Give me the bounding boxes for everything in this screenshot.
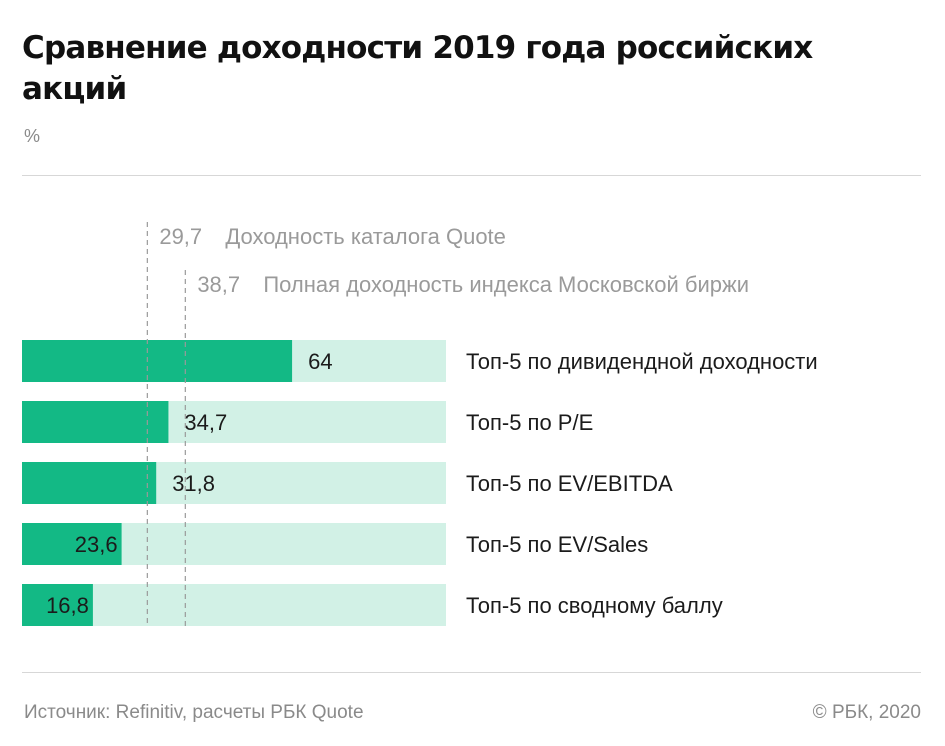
source-note: Источник: Refinitiv, расчеты РБК Quote (24, 702, 364, 723)
reference-line-label: Полная доходность индекса Московской бир… (263, 272, 749, 297)
bar (22, 340, 293, 382)
chart-title: Сравнение доходности 2019 года российски… (22, 30, 813, 107)
category-label: Топ-5 по P/E (466, 410, 593, 435)
top-divider (22, 175, 921, 176)
bar-value-label: 23,6 (75, 532, 118, 557)
reference-value-label: 29,7 (159, 224, 202, 249)
bar (22, 584, 93, 626)
unit-label: % (24, 126, 41, 146)
bar-value-label: 16,8 (46, 593, 89, 618)
bar (22, 462, 157, 504)
category-label: Топ-5 по дивидендной доходности (466, 349, 818, 374)
category-label: Топ-5 по сводному баллу (466, 593, 723, 618)
reference-line-label: Доходность каталога Quote (225, 224, 506, 249)
bar (22, 523, 122, 565)
bar-value-label: 31,8 (172, 471, 215, 496)
bar-value-label: 64 (308, 349, 332, 374)
category-label: Топ-5 по EV/Sales (466, 532, 648, 557)
bar (22, 401, 169, 443)
bar-value-label: 34,7 (184, 410, 227, 435)
bottom-divider (22, 672, 921, 673)
category-label: Топ-5 по EV/EBITDA (466, 471, 673, 496)
copyright-note: © РБК, 2020 (812, 702, 921, 723)
reference-value-label: 38,7 (197, 272, 240, 297)
